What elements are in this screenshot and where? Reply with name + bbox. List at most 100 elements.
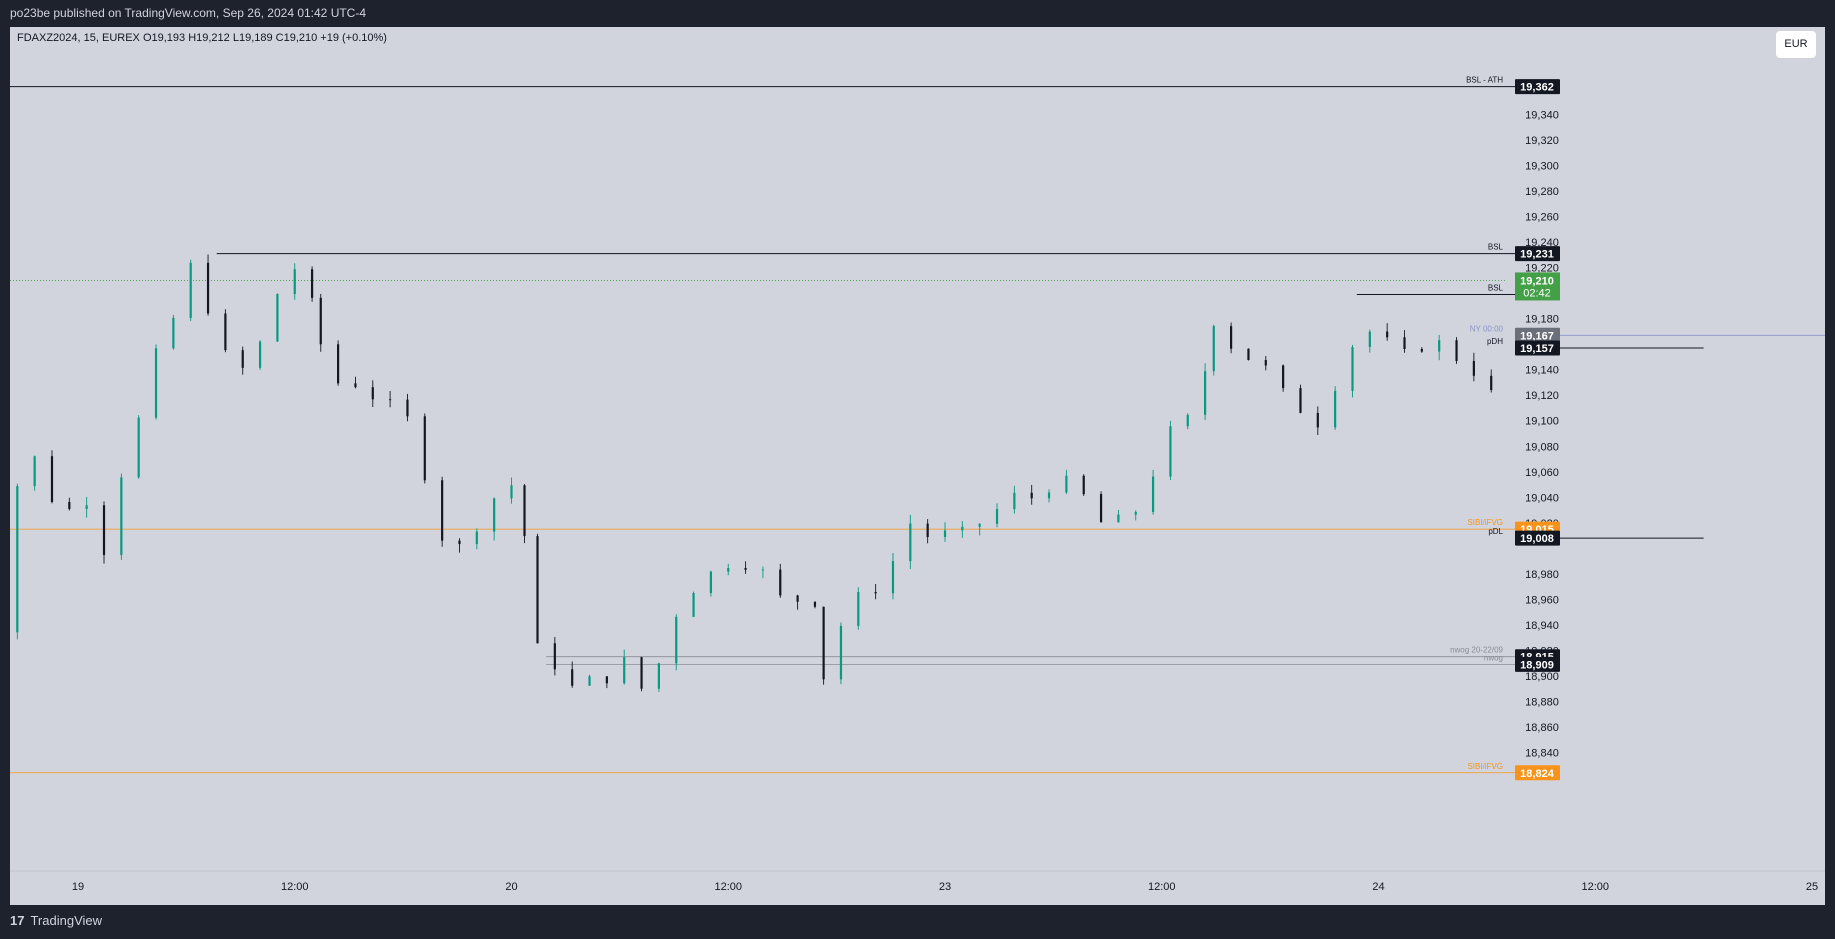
candle-body <box>623 657 626 684</box>
candle-body <box>813 601 817 607</box>
candle-body <box>354 383 357 388</box>
y-tick-label: 19,300 <box>1525 161 1559 173</box>
candle-body <box>1368 331 1371 347</box>
level-pdl-tag <box>1515 530 1560 546</box>
level-label-bsl-ath: BSL - ATH <box>1466 76 1503 85</box>
y-tick-label: 19,100 <box>1525 416 1559 428</box>
candle-body <box>1065 475 1068 493</box>
publish-info: po23be published on TradingView.com, Sep… <box>10 6 367 20</box>
candle-body <box>16 486 19 633</box>
y-tick-label: 19,320 <box>1525 135 1559 147</box>
candle-body <box>891 561 895 594</box>
y-tick-label: 19,220 <box>1525 263 1559 275</box>
candle-body <box>640 657 643 689</box>
candle-body <box>1351 346 1354 391</box>
candle-body <box>1204 371 1207 415</box>
level-pdh-tag <box>1515 340 1560 356</box>
level-sibi-ifvg-lower-tag-text: 18,824 <box>1520 768 1555 780</box>
level-label-pdh: pDH <box>1487 337 1503 346</box>
level-bsl-ath-tag <box>1515 79 1560 95</box>
level-label-nwog: nwog <box>1484 653 1503 662</box>
x-tick-label: 12:00 <box>281 881 309 893</box>
candle-body <box>68 502 71 509</box>
currency-button[interactable]: EUR <box>1776 31 1816 58</box>
candle-body <box>727 568 730 572</box>
candle-body <box>822 606 825 680</box>
candle-body <box>779 569 782 596</box>
candle-body <box>1420 349 1423 352</box>
level-label-nwog-20-22: nwog 20-22/09 <box>1450 646 1503 655</box>
candle-body <box>909 523 912 562</box>
candle-body <box>85 505 88 509</box>
candle-body <box>389 399 392 401</box>
candle-body <box>571 669 574 686</box>
brand-name: TradingView <box>30 913 103 928</box>
candle-body <box>796 595 799 602</box>
candle-body <box>675 616 678 664</box>
candle-body <box>874 592 877 594</box>
brand: 17 TradingView <box>10 913 102 928</box>
y-tick-label: 18,980 <box>1525 569 1559 581</box>
candle-body <box>1151 476 1155 513</box>
level-label-bsl-mid: BSL <box>1488 283 1504 292</box>
candle-body <box>319 297 322 345</box>
candle-body <box>1099 494 1103 523</box>
candle-body <box>1013 492 1016 510</box>
level-bsl-ath-tag-text: 19,362 <box>1520 82 1554 94</box>
candle-body <box>1490 375 1493 391</box>
candle-body <box>293 269 296 295</box>
footer: 17 TradingView <box>0 905 1835 939</box>
candle-body <box>744 568 747 570</box>
candle-body <box>995 509 999 524</box>
level-bsl-high-tag-text: 19,231 <box>1520 249 1554 261</box>
candle-body <box>510 485 513 499</box>
candle-body <box>276 294 279 342</box>
x-tick-label: 12:00 <box>714 881 742 893</box>
y-tick-label: 19,080 <box>1525 441 1559 453</box>
x-tick-label: 12:00 <box>1581 881 1609 893</box>
candle-body <box>1117 514 1120 523</box>
candle-body <box>475 531 478 545</box>
y-tick-label: 18,860 <box>1525 722 1559 734</box>
candle-body <box>1247 348 1250 360</box>
candle-body <box>33 456 36 487</box>
candle-body <box>536 536 539 644</box>
candle-body <box>657 663 660 689</box>
candle-body <box>189 262 192 318</box>
candle-body <box>943 530 947 538</box>
candle-body <box>337 344 340 384</box>
candle-body <box>523 485 526 537</box>
candle-body <box>1082 475 1085 495</box>
candle-body <box>978 523 981 527</box>
candle-body <box>605 676 608 684</box>
candle-body <box>1047 492 1051 499</box>
y-tick-label: 18,900 <box>1525 671 1559 683</box>
candle-body <box>857 592 860 626</box>
candle-body <box>441 480 444 541</box>
candle-body <box>1186 414 1189 427</box>
x-tick-label: 12:00 <box>1148 881 1176 893</box>
candle-body <box>1134 512 1137 515</box>
candle-body <box>1438 340 1441 352</box>
tradingview-logo-icon: 17 <box>10 913 25 928</box>
candle-body <box>120 477 123 556</box>
publish-header: po23be published on TradingView.com, Sep… <box>0 0 1835 27</box>
y-tick-label: 19,140 <box>1525 365 1559 377</box>
candle-body <box>206 262 210 314</box>
candle-body <box>1030 492 1033 499</box>
candle-body <box>761 569 765 571</box>
x-tick-label: 24 <box>1372 881 1384 893</box>
level-pdh-tag-text: 19,157 <box>1520 343 1554 355</box>
level-label-bsl-high: BSL <box>1488 243 1504 252</box>
candle-body <box>1264 359 1267 366</box>
level-label-sibi-ifvg-upper: SIBI/iFVG <box>1467 518 1503 527</box>
candle-body <box>1212 326 1215 372</box>
candle-body <box>310 269 314 298</box>
candle-body <box>1316 412 1319 428</box>
candle-body <box>692 593 695 617</box>
y-tick-label: 19,120 <box>1525 390 1559 402</box>
level-nwog-tag <box>1515 656 1560 672</box>
candle-body <box>961 526 964 531</box>
